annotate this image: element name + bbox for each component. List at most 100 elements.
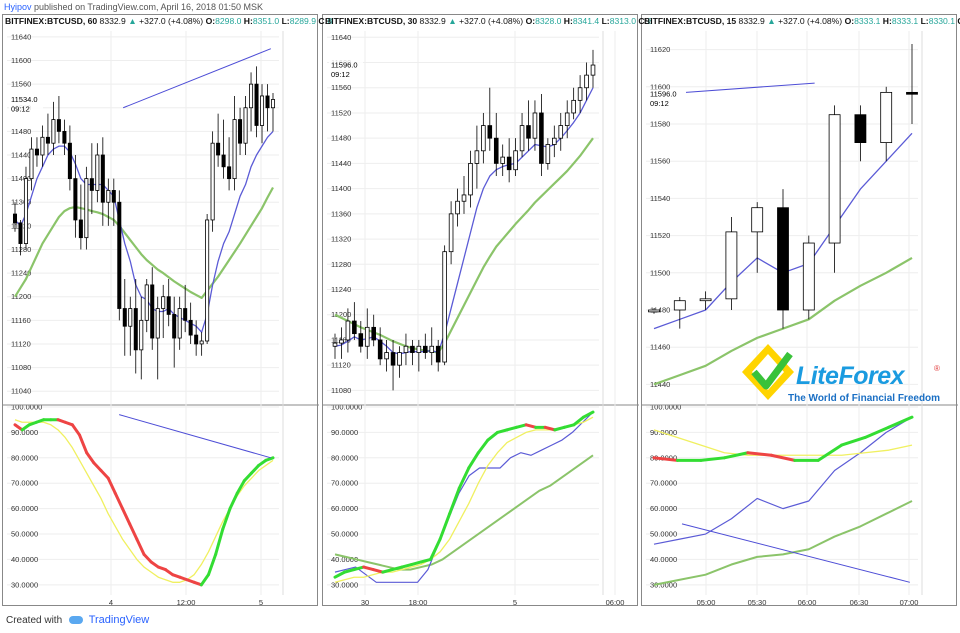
osc-tick-label: 70.0000 — [331, 479, 358, 488]
osc-main-segment — [362, 565, 375, 572]
osc-main-segment — [128, 522, 139, 541]
osc-main-segment — [543, 425, 557, 432]
price-label-bg — [329, 60, 363, 81]
chart-svg-15[interactable]: 11440 11460 11480 11500 11520 11540 11560 11580… — [642, 15, 958, 607]
bull-candle — [532, 112, 538, 139]
osc-main-segment — [429, 537, 442, 561]
bear-candle — [100, 154, 105, 203]
osc-main-segment — [85, 451, 96, 465]
price-tick-label: 11560 — [11, 80, 31, 89]
price-tick-label: 11480 — [650, 306, 670, 315]
panel-title: BITFINEX:BTCUSD, 60 8332.9 ▲ +327.0 (+4.… — [5, 16, 333, 26]
price-tick-label: 11240 — [11, 269, 31, 278]
chart-svg-60[interactable]: 1104011080111201116011200112401128011320… — [3, 15, 319, 607]
countdown-label: 09:12 — [331, 70, 350, 79]
bull-candle — [210, 142, 215, 221]
created-with-text: Created with — [6, 615, 63, 626]
slow-ma-line — [14, 186, 274, 299]
bull-candle — [519, 125, 525, 152]
bull-candle — [40, 136, 45, 156]
osc-main-segment — [390, 565, 404, 572]
bear-candle — [221, 154, 226, 168]
chart-panel-60[interactable]: BITFINEX:BTCUSD, 60 8332.9 ▲ +327.0 (+4.… — [2, 14, 332, 607]
osc-main-segment — [135, 537, 146, 556]
fast-ma-line — [14, 130, 274, 333]
price-tick-label: 11560 — [331, 83, 351, 92]
bull-candle — [416, 345, 422, 353]
osc-tick-label: 30.0000 — [331, 580, 358, 589]
osc-tick-label: 50.0000 — [11, 530, 38, 539]
price-tick-label: 11480 — [11, 127, 31, 136]
bull-candle — [673, 300, 686, 311]
logo-brand: LiteForex — [796, 362, 905, 390]
bull-candle — [232, 119, 237, 180]
osc-main-segment — [524, 423, 538, 429]
bull-candle — [403, 345, 409, 353]
osc-tick-label: 40.0000 — [650, 555, 677, 564]
bull-candle — [648, 309, 660, 313]
osc-tick-label: 70.0000 — [11, 479, 38, 488]
bear-candle — [12, 213, 18, 224]
liteforex-diamond-icon — [742, 344, 794, 400]
osc-main-segment — [70, 423, 81, 437]
osc-main-segment — [221, 507, 232, 531]
osc-tick-label: 60.0000 — [11, 504, 38, 513]
osc-main-segment — [438, 512, 452, 541]
price-tick-label: 11620 — [650, 45, 670, 54]
price-tick-label: 11440 — [331, 159, 351, 168]
osc-main-segment — [106, 476, 117, 495]
price-tick-label: 11600 — [650, 82, 670, 91]
osc-main-segment — [113, 491, 124, 511]
bear-candle — [18, 222, 23, 244]
osc-main-segment — [722, 451, 750, 460]
bull-candle — [155, 308, 160, 339]
tradingview-link[interactable]: TradingView — [88, 614, 150, 626]
bear-candle — [117, 201, 122, 309]
time-tick-label: 05:30 — [748, 598, 767, 607]
bull-candle — [699, 298, 712, 302]
osc-main-segment — [467, 451, 480, 470]
bull-candle — [564, 112, 570, 126]
time-tick-label: 07:00 — [900, 598, 919, 607]
time-tick-label: 4 — [109, 598, 113, 607]
osc-main-segment — [92, 461, 103, 473]
bear-candle — [777, 207, 789, 311]
time-tick-label: 5 — [513, 598, 517, 607]
osc-main-segment — [562, 423, 576, 429]
osc-tick-label: 30.0000 — [11, 580, 38, 589]
bear-candle — [133, 308, 138, 351]
osc-main-segment — [250, 463, 261, 475]
osc-main-segment — [476, 438, 490, 455]
osc-main-segment — [505, 425, 519, 432]
price-tick-label: 11120 — [11, 339, 31, 348]
price-label-bg — [9, 94, 43, 115]
bull-candle — [397, 352, 402, 366]
slow-ma-line — [334, 137, 594, 354]
osc-main-segment — [99, 469, 110, 480]
osc-main-segment — [199, 573, 210, 587]
chart-svg-30[interactable]: 1108011120111601120011240112801132011360… — [323, 15, 639, 607]
bull-candle — [339, 339, 344, 344]
price-tick-label: 11460 — [650, 343, 670, 352]
panel-title: BITFINEX:BTCUSD, 30 8332.9 ▲ +327.0 (+4.… — [325, 16, 653, 26]
osc-main-segment — [572, 415, 585, 427]
time-tick-label: 30 — [361, 598, 369, 607]
price-tick-label: 11640 — [331, 33, 351, 42]
bear-candle — [227, 166, 232, 180]
bull-candle — [751, 207, 764, 233]
osc-main-segment — [863, 425, 891, 439]
osc-main-segment — [235, 479, 246, 495]
author-link[interactable]: Hyipov — [4, 2, 32, 12]
osc-tick-label: 50.0000 — [331, 530, 358, 539]
price-tick-label: 11400 — [331, 184, 351, 193]
price-tick-label: 11360 — [331, 209, 351, 218]
osc-main-segment — [419, 557, 433, 564]
osc-main-segment — [121, 507, 132, 526]
bull-candle — [249, 83, 254, 109]
bear-candle — [254, 83, 259, 126]
bear-candle — [56, 119, 61, 132]
time-tick-label: 06:00 — [798, 598, 817, 607]
chart-panel-30[interactable]: BITFINEX:BTCUSD, 30 8332.9 ▲ +327.0 (+4.… — [322, 14, 652, 607]
chart-panel-15[interactable]: BITFINEX:BTCUSD, 15 8332.9 ▲ +327.0 (+4.… — [641, 14, 960, 607]
panel-title: BITFINEX:BTCUSD, 15 8332.9 ▲ +327.0 (+4.… — [644, 16, 960, 26]
